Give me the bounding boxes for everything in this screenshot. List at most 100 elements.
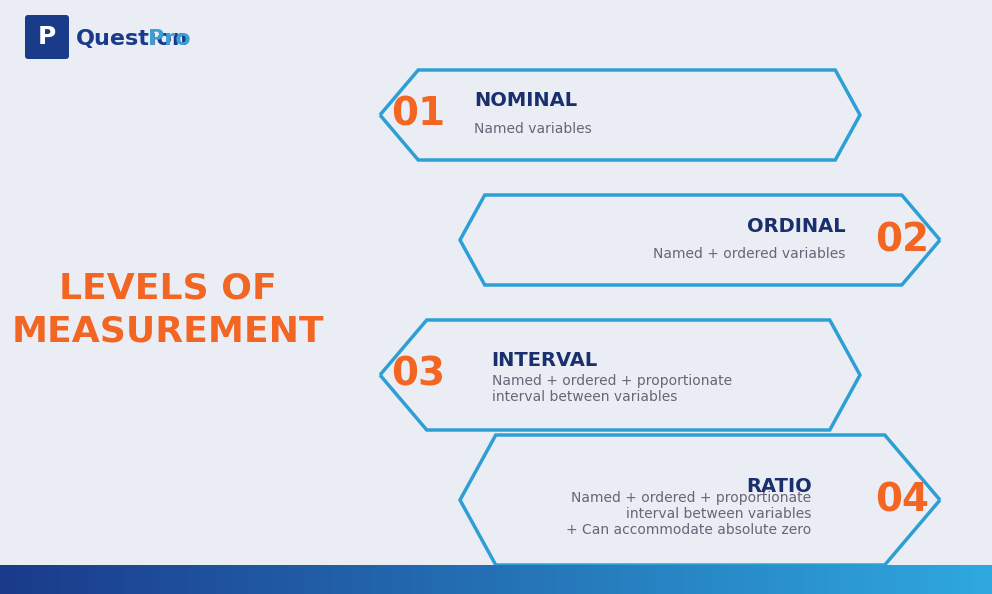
Text: RATIO: RATIO [746,476,811,495]
Bar [982,565,988,594]
Bar [0,565,6,594]
Bar [501,565,507,594]
Bar [288,565,294,594]
Bar [565,565,571,594]
Bar [337,565,343,594]
Bar [645,565,651,594]
Bar [799,565,805,594]
Bar [15,565,21,594]
Bar [853,565,859,594]
Bar [293,565,299,594]
Bar [144,565,150,594]
Bar [699,565,705,594]
Bar [942,565,948,594]
Bar [278,565,284,594]
Bar [575,565,581,594]
Bar [312,565,318,594]
Bar [357,565,363,594]
Bar [516,565,522,594]
Bar [362,565,368,594]
Bar [159,565,165,594]
Bar [327,565,333,594]
Bar [526,565,532,594]
Bar [174,565,180,594]
Bar [794,565,800,594]
Text: NOMINAL: NOMINAL [474,91,577,110]
Bar [139,565,145,594]
Bar [213,565,219,594]
Bar [273,565,279,594]
Bar [347,565,353,594]
Bar [441,565,447,594]
Bar [169,565,175,594]
Bar [446,565,452,594]
Bar [496,565,502,594]
Bar [317,565,323,594]
Bar [823,565,829,594]
Bar [689,565,695,594]
Bar [893,565,899,594]
PathPatch shape [380,70,860,160]
Bar [724,565,730,594]
Bar [952,565,958,594]
Bar [119,565,125,594]
Bar [471,565,477,594]
Bar [541,565,547,594]
Bar [179,565,185,594]
Text: INTERVAL: INTERVAL [491,352,598,371]
Bar [789,565,795,594]
Bar [923,565,929,594]
Bar [650,565,656,594]
Bar [665,565,671,594]
Bar [972,565,978,594]
Bar [694,565,700,594]
Bar [556,565,561,594]
Bar [838,565,844,594]
Bar [233,565,239,594]
Bar [818,565,824,594]
Bar [670,565,676,594]
Bar [129,565,135,594]
Bar [714,565,720,594]
Bar [30,565,36,594]
Bar [883,565,889,594]
Bar [436,565,442,594]
Bar [595,565,601,594]
Bar [709,565,715,594]
Bar [367,565,373,594]
Bar [382,565,388,594]
Bar [154,565,160,594]
Bar [69,565,75,594]
FancyBboxPatch shape [25,15,69,59]
Bar [640,565,646,594]
Bar [238,565,244,594]
Bar [342,565,348,594]
Bar [481,565,487,594]
Bar [744,565,750,594]
Bar [764,565,770,594]
Bar [99,565,105,594]
Bar [456,565,462,594]
Bar [605,565,611,594]
Bar [957,565,963,594]
Bar [918,565,924,594]
Bar [243,565,249,594]
Bar [332,565,338,594]
Bar [506,565,512,594]
Bar [977,565,983,594]
Bar [109,565,115,594]
Bar [45,565,51,594]
Bar [422,565,428,594]
Bar [114,565,120,594]
Bar [466,565,472,594]
Bar [258,565,264,594]
Bar [729,565,735,594]
Text: 02: 02 [875,221,930,259]
Bar [913,565,919,594]
Bar [387,565,393,594]
Bar [769,565,775,594]
Bar [704,565,710,594]
Bar [843,565,849,594]
Bar [94,565,100,594]
Bar [427,565,433,594]
